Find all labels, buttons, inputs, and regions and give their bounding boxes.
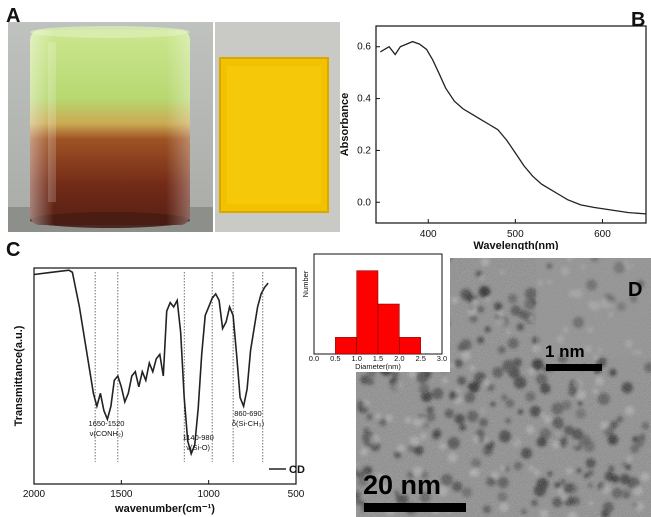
y-tick-label: 0.2 <box>357 145 371 156</box>
y-tick-label: 0.6 <box>357 42 371 53</box>
y-tick-label: 0.0 <box>357 197 371 208</box>
scale-bar-label-small: 1 nm <box>545 342 585 361</box>
x-axis-label: wavenumber(cm⁻¹) <box>114 503 215 515</box>
x-tick-label: 1.5 <box>373 354 383 363</box>
plot-frame <box>33 267 297 485</box>
y-axis-label: Absorbance <box>339 93 351 157</box>
scale-bar-small <box>546 364 602 371</box>
size-histogram-inset: 0.0 0.5 1.0 1.5 2.0 2.5 3.0 Diameter(nm) Number <box>300 250 450 372</box>
scale-bar-label-large: 20 nm <box>363 470 442 500</box>
x-tick-label: 0.5 <box>330 354 340 363</box>
x-tick-label: 500 <box>288 489 305 500</box>
film-photo <box>215 22 340 232</box>
histogram-bar <box>399 337 421 355</box>
panel-label-a: A <box>6 5 21 27</box>
y-tick-label: 0.4 <box>357 94 371 105</box>
peak-assignment-label: ν(Si-O) <box>186 443 210 452</box>
x-tick-label: 600 <box>594 229 611 240</box>
histogram-bar <box>377 303 400 355</box>
x-axis-label: Diameter(nm) <box>355 362 401 371</box>
x-tick-label: 500 <box>507 229 524 240</box>
x-tick-label: 2000 <box>23 489 46 500</box>
plot-frame <box>375 25 647 224</box>
x-tick-label: 400 <box>420 229 437 240</box>
x-tick-label: 1500 <box>110 489 133 500</box>
peak-range-label: 1140-980 <box>183 433 214 442</box>
x-tick-label: 2.0 <box>394 354 404 363</box>
beaker-image <box>8 22 213 232</box>
absorbance-line <box>380 40 647 215</box>
x-tick-label: 0.0 <box>309 354 319 363</box>
panel-label-b: B <box>631 9 646 31</box>
peak-assignment-label: δ(Si-CH₃) <box>232 419 265 428</box>
peak-assignment-label: ν(CONH₂) <box>90 429 124 438</box>
beaker-photo <box>8 22 213 232</box>
absorbance-chart: 0.0 0.2 0.4 0.6 400 500 600 Wavelength(nm) Absor… <box>339 25 647 250</box>
histogram-bar <box>335 337 357 355</box>
peak-range-label: 1650-1520 <box>89 419 125 428</box>
legend-label: CD <box>289 464 305 476</box>
x-tick-label: 1.0 <box>351 354 361 363</box>
x-tick-label: 1000 <box>198 489 221 500</box>
y-axis-label: Transmittance(a.u.) <box>13 325 25 426</box>
ftir-line <box>33 269 269 457</box>
x-tick-label: 3.0 <box>437 354 447 363</box>
peak-range-label: 860-690 <box>234 409 262 418</box>
y-axis-label: Number <box>301 270 310 297</box>
histogram-bar <box>356 270 379 355</box>
panel-label-c: C <box>6 239 21 261</box>
x-axis-label: Wavelength(nm) <box>473 240 558 250</box>
scale-bar-large <box>364 503 466 512</box>
x-tick-label: 2.5 <box>415 354 425 363</box>
film-image <box>215 22 340 232</box>
panel-label-d: D <box>628 279 643 301</box>
